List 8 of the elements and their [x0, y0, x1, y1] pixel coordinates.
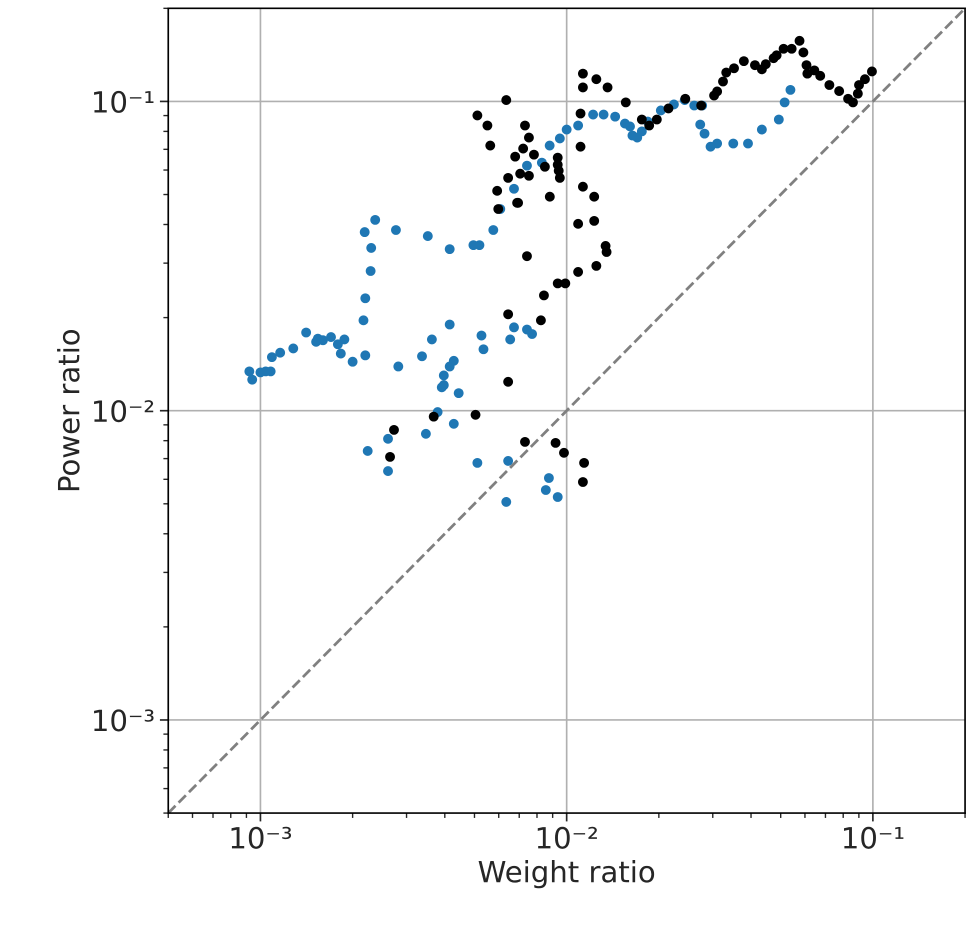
x-tick-label: 10⁻³ — [232, 826, 292, 849]
x-tick-label: 10⁻² — [538, 826, 597, 849]
y-tick-label: 10⁻¹ — [94, 90, 154, 113]
x-tick-label: 10⁻¹ — [844, 826, 904, 849]
y-tick-label: 10⁻² — [94, 400, 154, 422]
x-axis-title: Weight ratio — [478, 860, 654, 888]
y-axis-title: Power ratio — [57, 330, 80, 490]
y-tick-label: 10⁻³ — [94, 709, 154, 732]
